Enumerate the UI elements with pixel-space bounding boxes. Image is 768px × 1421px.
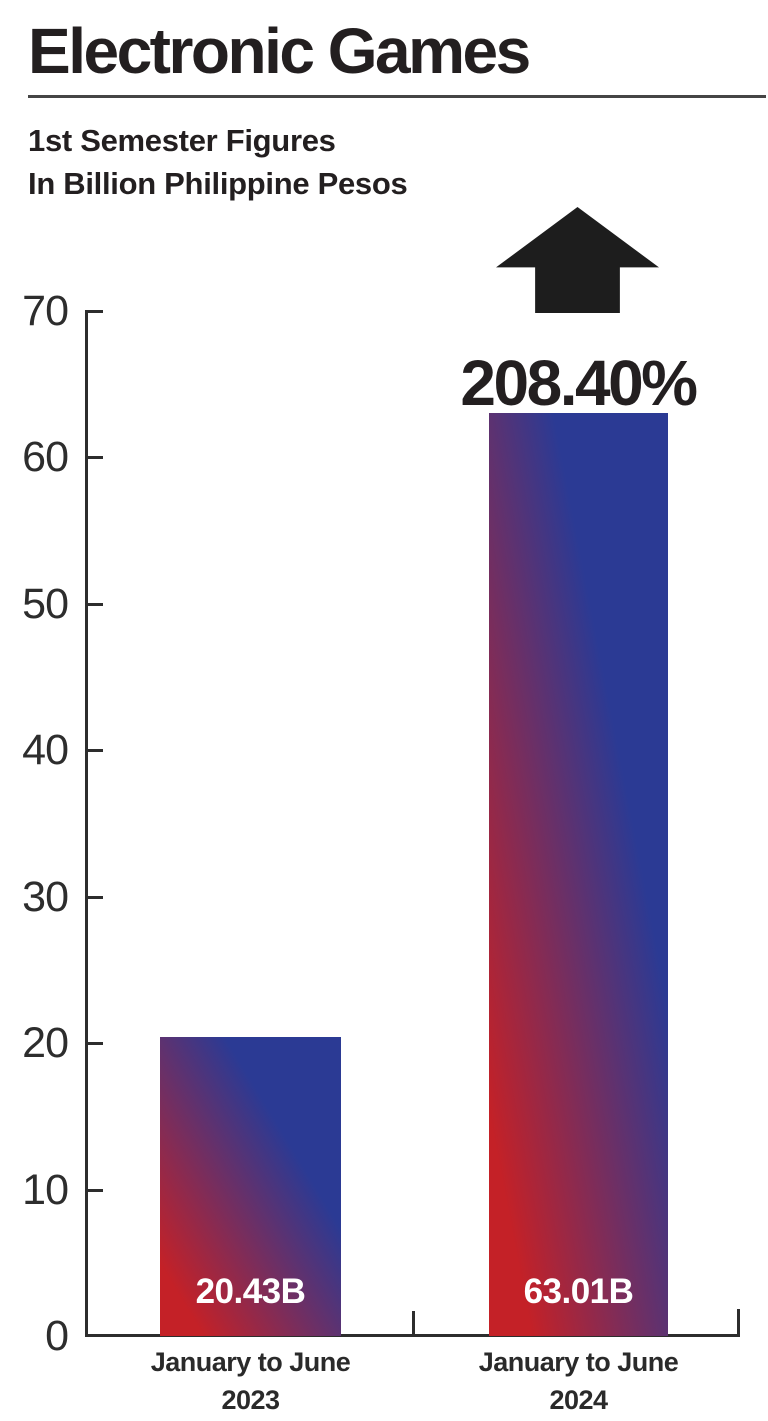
x-axis-category-label: January to June 2024 — [439, 1343, 719, 1419]
y-axis-tick-30 — [87, 895, 103, 899]
chart-subtitle: 1st Semester Figures In Billion Philippi… — [28, 119, 408, 205]
x-axis-tick-mid — [412, 1311, 415, 1334]
bar-january-to-june-2024: 63.01B — [489, 413, 668, 1336]
y-axis-tick-60 — [87, 456, 103, 460]
y-axis-label-30: 30 — [22, 872, 69, 921]
category-label-line: 2024 — [549, 1385, 608, 1415]
category-label-line: January to June — [150, 1347, 351, 1377]
page-title: Electronic Games — [28, 15, 531, 87]
subtitle-line-2: In Billion Philippine Pesos — [28, 166, 408, 201]
y-axis-label-70: 70 — [22, 287, 69, 335]
y-axis-label-60: 60 — [22, 433, 69, 482]
bar-value-label: 20.43B — [195, 1272, 306, 1311]
y-axis-tick-20 — [87, 1042, 103, 1046]
category-label-line: January to June — [478, 1347, 679, 1377]
y-axis-label-20: 20 — [22, 1019, 69, 1068]
title-divider — [28, 95, 766, 98]
category-label-line: 2023 — [221, 1385, 280, 1415]
bar-january-to-june-2023: 20.43B — [160, 1037, 341, 1336]
x-axis-line — [85, 1334, 740, 1337]
y-axis-label-10: 10 — [22, 1165, 69, 1214]
y-axis-label-50: 50 — [22, 579, 69, 628]
x-axis-tick-end — [737, 1309, 740, 1334]
y-axis-tick-70 — [87, 310, 103, 313]
y-axis-line — [85, 310, 88, 1337]
y-axis-label-0: 0 — [45, 1312, 69, 1360]
growth-percentage: 208.40% — [460, 347, 698, 419]
up-arrow-icon — [496, 207, 659, 313]
y-axis-tick-50 — [87, 602, 103, 606]
bar-value-label: 63.01B — [523, 1272, 634, 1311]
y-axis-tick-40 — [87, 749, 103, 753]
x-axis-category-label: January to June 2023 — [111, 1343, 391, 1419]
y-axis-label-40: 40 — [22, 726, 69, 775]
subtitle-line-1: 1st Semester Figures — [28, 123, 336, 158]
y-axis-tick-10 — [87, 1188, 103, 1192]
